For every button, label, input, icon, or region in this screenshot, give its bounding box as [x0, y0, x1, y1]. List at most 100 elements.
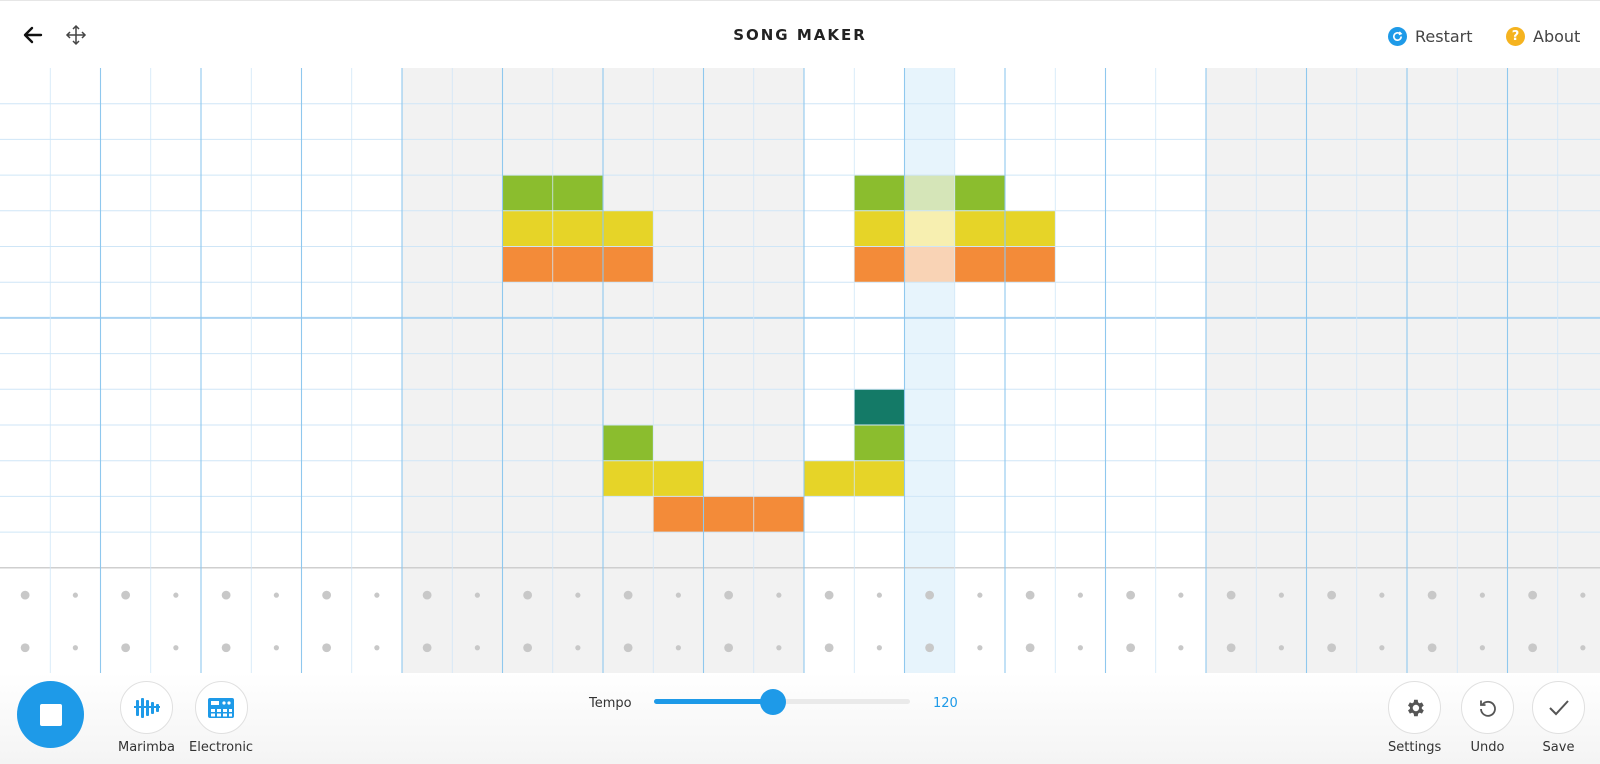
rhythm-dot[interactable] [675, 592, 681, 598]
rhythm-dot[interactable] [221, 643, 231, 653]
note-cell[interactable] [954, 175, 1005, 211]
move-icon[interactable] [64, 23, 88, 47]
rhythm-dot[interactable] [1126, 643, 1136, 653]
restart-button[interactable]: Restart [1388, 23, 1473, 49]
rhythm-dot[interactable] [1479, 645, 1485, 651]
note-cell[interactable] [552, 175, 603, 211]
rhythm-dot[interactable] [1427, 643, 1437, 653]
note-cell[interactable] [703, 496, 754, 533]
note-cell[interactable] [954, 210, 1005, 247]
rhythm-dot[interactable] [374, 645, 380, 651]
rhythm-dot[interactable] [422, 643, 432, 653]
rhythm-dot[interactable] [121, 643, 131, 653]
note-grid[interactable] [0, 68, 1600, 673]
settings-button[interactable]: Settings [1388, 681, 1441, 755]
rhythm-dot[interactable] [1580, 592, 1586, 598]
rhythm-dot[interactable] [474, 592, 480, 598]
rhythm-dot[interactable] [1379, 592, 1385, 598]
save-button[interactable]: Save [1532, 681, 1585, 755]
rhythm-dot[interactable] [623, 590, 633, 600]
instrument-marimba-button[interactable]: Marimba [118, 681, 175, 755]
rhythm-dot[interactable] [575, 645, 581, 651]
rhythm-dot[interactable] [1379, 645, 1385, 651]
note-cell[interactable] [603, 246, 654, 283]
rhythm-dot[interactable] [1178, 592, 1184, 598]
rhythm-dot[interactable] [675, 645, 681, 651]
rhythm-dot[interactable] [1427, 590, 1437, 600]
rhythm-dot[interactable] [575, 592, 581, 598]
note-cell[interactable] [502, 246, 553, 283]
rhythm-dot[interactable] [1278, 645, 1284, 651]
rhythm-dot[interactable] [20, 590, 30, 600]
rhythm-dot[interactable] [623, 643, 633, 653]
note-cell[interactable] [552, 210, 603, 247]
rhythm-dot[interactable] [221, 590, 231, 600]
rhythm-dot[interactable] [523, 643, 533, 653]
rhythm-dot[interactable] [1077, 592, 1083, 598]
rhythm-dot[interactable] [322, 590, 332, 600]
note-cell[interactable] [854, 425, 905, 461]
rhythm-dot[interactable] [1580, 645, 1586, 651]
rhythm-dot[interactable] [121, 590, 131, 600]
rhythm-dot[interactable] [474, 645, 480, 651]
note-cell[interactable] [603, 425, 654, 461]
rhythm-dot[interactable] [72, 592, 78, 598]
rhythm-dot[interactable] [925, 643, 935, 653]
rhythm-dot[interactable] [824, 643, 834, 653]
rhythm-dot[interactable] [1278, 592, 1284, 598]
note-cell[interactable] [854, 210, 905, 247]
rhythm-dot[interactable] [876, 645, 882, 651]
note-cell[interactable] [904, 246, 955, 283]
rhythm-dot[interactable] [776, 645, 782, 651]
rhythm-dot[interactable] [20, 643, 30, 653]
rhythm-dot[interactable] [724, 643, 734, 653]
rhythm-dot[interactable] [1327, 643, 1337, 653]
tempo-slider-handle[interactable] [760, 689, 787, 715]
note-cell[interactable] [603, 460, 654, 497]
rhythm-dot[interactable] [1178, 645, 1184, 651]
instrument-electronic-button[interactable]: Electronic [189, 681, 253, 755]
note-cell[interactable] [854, 175, 905, 211]
rhythm-dot[interactable] [1025, 590, 1035, 600]
back-arrow-icon[interactable] [21, 23, 45, 47]
note-cell[interactable] [502, 175, 553, 211]
rhythm-dot[interactable] [273, 645, 279, 651]
note-cell[interactable] [954, 246, 1005, 283]
rhythm-dot[interactable] [1528, 590, 1538, 600]
rhythm-dot[interactable] [776, 592, 782, 598]
note-cell[interactable] [854, 389, 905, 425]
note-cell[interactable] [854, 246, 905, 283]
note-cell[interactable] [1005, 210, 1056, 247]
rhythm-dot[interactable] [977, 592, 983, 598]
rhythm-dot[interactable] [523, 590, 533, 600]
note-cell[interactable] [854, 460, 905, 497]
rhythm-dot[interactable] [824, 590, 834, 600]
rhythm-dot[interactable] [422, 590, 432, 600]
rhythm-dot[interactable] [1479, 592, 1485, 598]
grid-canvas[interactable] [0, 68, 1600, 673]
undo-button[interactable]: Undo [1461, 681, 1514, 755]
rhythm-dot[interactable] [1226, 590, 1236, 600]
rhythm-dot[interactable] [876, 592, 882, 598]
note-cell[interactable] [502, 210, 553, 247]
rhythm-dot[interactable] [374, 592, 380, 598]
note-cell[interactable] [753, 496, 804, 533]
note-cell[interactable] [653, 496, 704, 533]
note-cell[interactable] [904, 210, 955, 247]
note-cell[interactable] [552, 246, 603, 283]
rhythm-dot[interactable] [925, 590, 935, 600]
rhythm-dot[interactable] [173, 592, 179, 598]
note-cell[interactable] [904, 175, 955, 211]
note-cell[interactable] [804, 460, 855, 497]
rhythm-dot[interactable] [724, 590, 734, 600]
note-cell[interactable] [653, 460, 704, 497]
stop-button[interactable] [17, 681, 84, 748]
rhythm-dot[interactable] [1025, 643, 1035, 653]
note-cell[interactable] [603, 210, 654, 247]
note-cell[interactable] [1005, 246, 1056, 283]
rhythm-dot[interactable] [173, 645, 179, 651]
rhythm-dot[interactable] [1126, 590, 1136, 600]
rhythm-dot[interactable] [322, 643, 332, 653]
about-button[interactable]: ? About [1506, 23, 1580, 49]
rhythm-dot[interactable] [977, 645, 983, 651]
